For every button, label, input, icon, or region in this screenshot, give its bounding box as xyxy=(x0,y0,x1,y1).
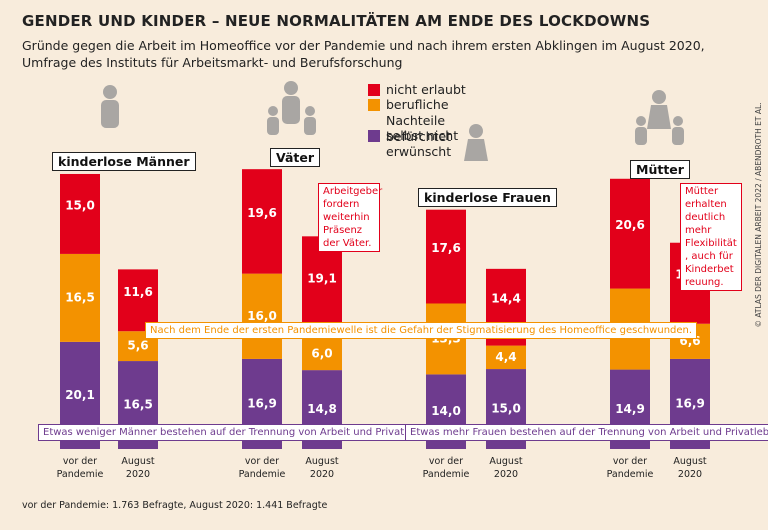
bar-segment xyxy=(610,178,650,289)
chart-title: GENDER UND KINDER – NEUE NORMALITÄTEN AM… xyxy=(22,12,651,30)
bar-segment xyxy=(242,273,282,359)
value-label: 14,8 xyxy=(307,402,337,416)
category-label: vor der Pandemie xyxy=(238,456,286,480)
legend-label: selbst nicht erwünscht xyxy=(386,128,459,159)
category-label: vor der Pandemie xyxy=(422,456,470,480)
value-label: 14,9 xyxy=(615,402,645,416)
value-label: 19,6 xyxy=(247,206,277,220)
value-label: 5,6 xyxy=(127,339,148,353)
bar-segment xyxy=(60,253,100,342)
bar-segment xyxy=(302,338,342,371)
annotation: Etwas mehr Frauen bestehen auf der Trenn… xyxy=(405,424,768,441)
legend-label: nicht erlaubt xyxy=(386,82,466,97)
value-label: 15,0 xyxy=(491,402,521,416)
legend-swatch xyxy=(368,99,380,111)
subtitle: Umfrage des Instituts für Arbeitsmarkt- … xyxy=(22,55,403,70)
value-label: 20,6 xyxy=(615,218,645,232)
group-label: Mütter xyxy=(630,160,690,179)
value-label: 16,9 xyxy=(247,396,277,410)
annotation: Nach dem Ende der ersten Pandemiewelle i… xyxy=(145,322,698,339)
value-label: 14,4 xyxy=(491,292,521,306)
value-label: 16,0 xyxy=(247,309,277,323)
annotation: Mütter erhalten deutlich mehr Flexibilit… xyxy=(680,183,742,291)
bar-segment xyxy=(242,169,282,274)
source: vor der Pandemie: 1.763 Befragte, August… xyxy=(22,500,328,511)
value-label: 14,0 xyxy=(431,404,461,418)
value-label: 16,9 xyxy=(675,396,705,410)
legend-label: berufliche Nachteile befürchtet xyxy=(386,97,452,144)
value-label: 16,5 xyxy=(65,290,95,304)
group-label: kinderlose Männer xyxy=(52,152,196,171)
group-label: Väter xyxy=(270,148,321,167)
group-label: kinderlose Frauen xyxy=(418,188,557,207)
category-label: August 2020 xyxy=(489,456,523,480)
bar-segment xyxy=(486,345,526,370)
category-label: vor der Pandemie xyxy=(56,456,104,480)
value-label: 6,0 xyxy=(311,347,332,361)
value-label: 19,1 xyxy=(307,272,337,286)
legend-swatch xyxy=(368,84,380,96)
bar-segment xyxy=(118,269,158,332)
value-label: 20,1 xyxy=(65,388,95,402)
category-label: vor der Pandemie xyxy=(606,456,654,480)
value-label: 4,4 xyxy=(495,350,516,364)
value-label: 16,5 xyxy=(123,398,153,412)
bar-segment xyxy=(302,236,342,339)
category-label: August 2020 xyxy=(121,456,155,480)
value-label: 11,6 xyxy=(123,285,153,299)
category-label: August 2020 xyxy=(305,456,339,480)
credit: © ATLAS DER DIGITALEN ARBEIT 2022 / ABEN… xyxy=(754,102,763,327)
bar-segment xyxy=(426,209,466,304)
value-label: 17,6 xyxy=(431,241,461,255)
annotation: Etwas weniger Männer bestehen auf der Tr… xyxy=(38,424,441,441)
value-label: 15,0 xyxy=(65,198,95,212)
category-label: August 2020 xyxy=(673,456,707,480)
subtitle: Gründe gegen die Arbeit im Homeoffice vo… xyxy=(22,38,705,53)
person-icons xyxy=(101,81,684,161)
bar-segment xyxy=(60,173,100,254)
legend-swatch xyxy=(368,130,380,142)
annotation: Arbeitgeber fordern weiterhin Präsenz de… xyxy=(318,183,382,252)
